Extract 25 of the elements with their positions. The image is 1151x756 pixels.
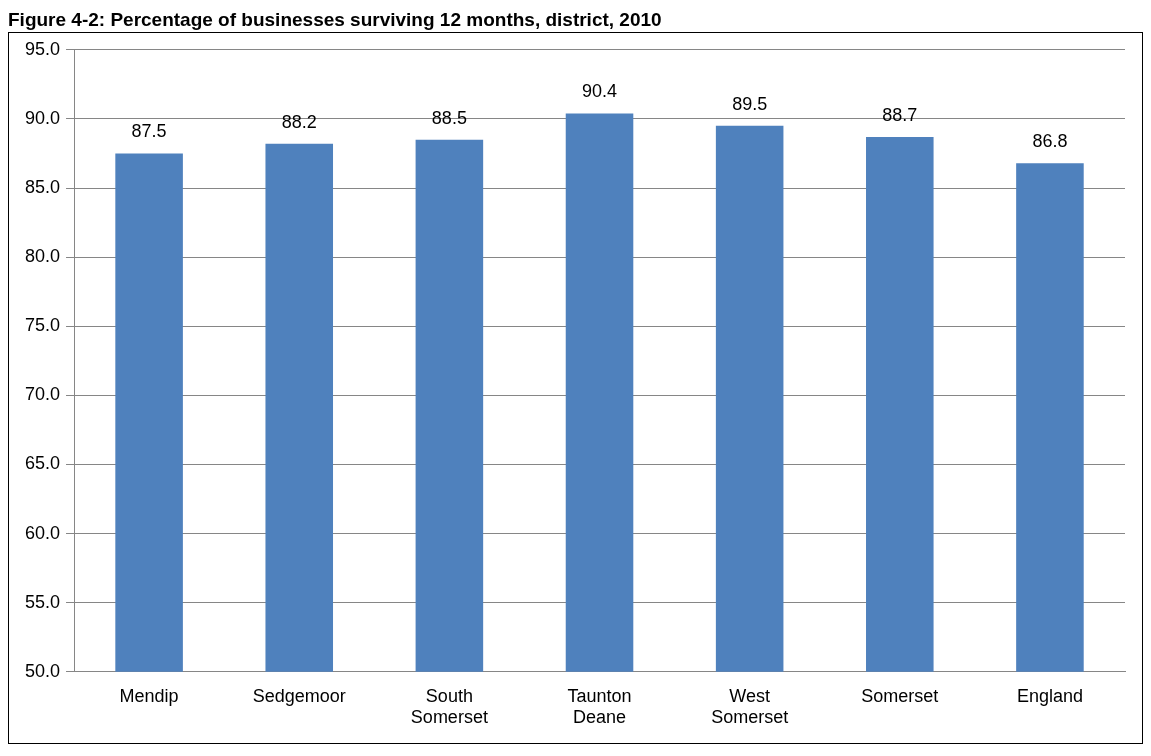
data-label: 88.2	[281, 111, 317, 132]
data-label: 89.5	[732, 93, 768, 114]
y-tick-label: 50.0	[24, 660, 61, 681]
x-tick-label: South Somerset	[410, 685, 488, 728]
x-tick-label: Mendip	[119, 685, 179, 706]
y-tick-label: 80.0	[24, 246, 61, 267]
x-tick-label: Sedgemoor	[252, 685, 346, 706]
y-tick-label: 90.0	[24, 107, 61, 128]
data-label: 86.8	[1032, 131, 1068, 152]
data-label: 88.5	[431, 107, 467, 128]
chart-title: Figure 4-2: Percentage of businesses surviving 12 months, district, 2010	[8, 8, 663, 32]
x-tick-label: England	[1016, 685, 1083, 706]
y-tick-label: 55.0	[24, 591, 61, 612]
y-tick-label: 75.0	[24, 315, 61, 336]
y-tick-label: 60.0	[24, 522, 61, 543]
y-tick-label: 95.0	[24, 38, 61, 59]
x-tick-label: West Somerset	[711, 685, 789, 728]
y-tick-label: 85.0	[24, 176, 61, 197]
y-tick-label: 70.0	[24, 384, 61, 405]
data-label: 88.7	[882, 104, 918, 125]
x-tick-label: Taunton Deane	[567, 685, 632, 728]
y-tick-label: 65.0	[24, 453, 61, 474]
x-tick-label: Somerset	[861, 685, 939, 706]
data-label: 87.5	[131, 121, 167, 142]
data-label: 90.4	[581, 81, 618, 102]
